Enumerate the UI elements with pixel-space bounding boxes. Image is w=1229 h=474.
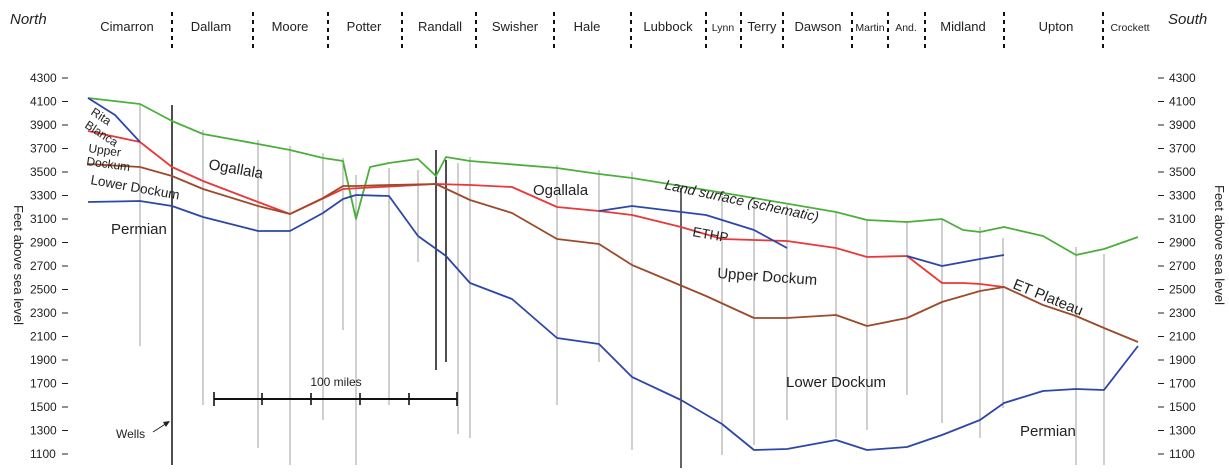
county-label: Moore [272,19,309,34]
land-surface-line [87,97,1139,256]
right-tick-label: 2900 [1169,236,1196,250]
left-tick-label: 4100 [30,95,57,109]
right-tick-label: 4100 [1169,95,1196,109]
county-label: Upton [1039,19,1074,34]
left-tick-label: 1300 [30,424,57,438]
lower-dockum-north-label: Lower Dockum [89,172,180,202]
et-plateau-label: ET Plateau [1011,276,1086,319]
ogallala-base-line [87,130,1005,288]
right-axis-title: Feet above sea level [1212,185,1227,305]
layer-boundaries [87,97,1139,451]
county-label: Midland [940,19,986,34]
et-plateau-base-line [906,254,1005,267]
county-label: Dawson [795,19,842,34]
well-lines [139,105,1105,468]
left-tick-label: 3900 [30,118,57,132]
ogallala-north-label: Ogallala [207,156,265,182]
left-tick-label: 3100 [30,212,57,226]
right-tick-label: 3300 [1169,189,1196,203]
right-tick-label: 4300 [1169,71,1196,85]
scale-bar: 100 miles [213,375,458,406]
permian-north-label: Permian [111,221,167,238]
upper-dockum-north-label-line2: Dockum [86,154,132,174]
rita-blanca-base-line [87,97,141,143]
left-tick-label: 1700 [30,377,57,391]
county-label: Potter [347,19,382,34]
left-tick-label: 1900 [30,353,57,367]
left-tick-label: 2900 [30,236,57,250]
north-direction-label: North [10,11,47,28]
right-tick-label: 2500 [1169,283,1196,297]
right-tick-label: 1100 [1169,447,1195,461]
county-label: Crockett [1110,22,1149,34]
county-label: Terry [748,19,777,34]
permian-south-label: Permian [1020,423,1076,440]
upper-dockum-base-line [87,163,1139,343]
right-tick-label: 2700 [1169,259,1196,273]
county-label: Dallam [191,19,231,34]
right-tick-label: 3100 [1169,212,1196,226]
ethp-base-line [598,205,788,249]
left-axis-title: Feet above sea level [11,205,26,325]
left-tick-label: 3700 [30,142,57,156]
left-tick-label: 4300 [30,71,57,85]
scale-bar-label: 100 miles [310,375,361,389]
ethp-label: ETHP [691,224,729,245]
wells-arrowhead-icon [163,421,170,427]
lower-dockum-base-line [87,194,1139,451]
right-tick-label: 2100 [1169,330,1196,344]
left-tick-label: 2300 [30,306,57,320]
left-tick-label: 2500 [30,283,57,297]
ogallala-central-label: Ogallala [533,182,589,199]
upper-dockum-north-label-line1: Upper [88,141,122,159]
right-tick-label: 1900 [1169,353,1196,367]
left-elevation-axis: 4300 4100 3900 3700 3500 3300 3100 2900 2700 2500… [30,71,68,461]
right-tick-label: 3700 [1169,142,1196,156]
county-label: Lynn [712,22,735,34]
county-label: Martin [855,22,884,34]
upper-dockum-south-label: Upper Dockum [717,265,818,289]
right-tick-label: 1300 [1169,424,1196,438]
left-tick-label: 2700 [30,259,57,273]
county-label: Randall [418,19,462,34]
county-label: Hale [574,19,601,34]
county-label: And. [895,22,917,34]
right-tick-label: 3900 [1169,118,1196,132]
wells-annotation: Wells [116,421,170,441]
right-tick-label: 2300 [1169,306,1196,320]
right-tick-label: 1700 [1169,377,1196,391]
county-label: Cimarron [100,19,153,34]
scale-bar-ticks [213,392,458,406]
county-label: Swisher [492,19,539,34]
left-tick-label: 3500 [30,165,57,179]
land-surface-label: Land surface (schematic) [663,176,820,224]
county-header-row: Cimarron Dallam Moore Potter Randall Swisher H… [100,12,1150,52]
left-tick-label: 1100 [30,447,56,461]
right-tick-label: 1500 [1169,400,1196,414]
south-direction-label: South [1168,11,1207,28]
left-tick-label: 3300 [30,189,57,203]
county-label: Lubbock [643,19,693,34]
lower-dockum-south-label: Lower Dockum [786,374,886,391]
left-tick-label: 2100 [30,330,57,344]
right-elevation-axis: 4300 4100 3900 3700 3500 3300 3100 2900 2700 2500… [1158,71,1196,461]
wells-label: Wells [116,427,145,441]
right-tick-label: 3500 [1169,165,1196,179]
left-tick-label: 1500 [30,400,57,414]
